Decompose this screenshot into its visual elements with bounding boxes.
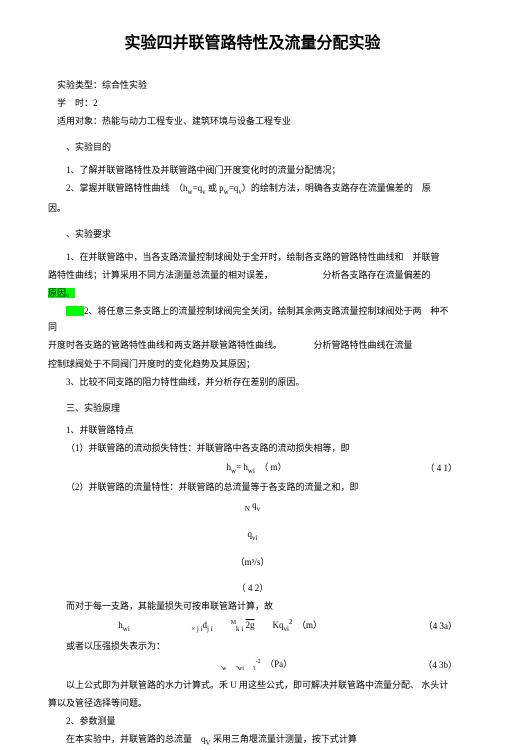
eq41-num: （ 4 1） [383, 460, 457, 476]
sub-n: N [245, 505, 250, 513]
meta-target-label: 适用对象： [57, 116, 102, 126]
s2-p2a-text: 2、将任意三条支路上的流量控制球阀完全关闭，绘制其余两支路流量控制球阀处于两 种… [48, 306, 449, 332]
s2-p1b: 路特性曲线；计算采用不同方法测量总流量的相对误差， 分析各支路存在流量偏差的 [48, 267, 457, 283]
eq-nqv: N qv [48, 497, 457, 515]
s1-p1: 1、了解并联管路特性及并联管路中阀门开度变化时的流量分配情况； [48, 162, 457, 178]
s2-p1a: 1、在并联管路中，当各支路流量控制球阀处于全开时，绘制各支路的管路特性曲线和 并… [48, 249, 457, 265]
eq43a-ki: k i [236, 625, 243, 633]
s1-p2f: 因。 [48, 200, 457, 216]
meta-target-value: 热能与动力工程专业、建筑环境与设备工程专业 [102, 116, 291, 126]
section-3-heading: 三、实验原理 [48, 400, 457, 416]
highlight-blank [66, 306, 84, 316]
s2-p3: 3、比较不同支路的阻力特性曲线，并分析存在差别的原因。 [48, 374, 457, 390]
s2-p1c: 原因。 [48, 285, 457, 301]
meta-type-label: 实验类型： [57, 80, 102, 90]
s1-p2b: =q [193, 183, 203, 193]
s3-h2: 2、参数测量 [48, 713, 457, 729]
s3-h1: 1、并联管路特点 [48, 422, 457, 438]
meta-type: 实验类型：综合性实验 [48, 77, 457, 93]
eq41-unit: （ m） [264, 462, 287, 472]
eq-4-3a: hwi × j idj i Mk i 2g Kqvi2 （m） （4 3a） [48, 616, 457, 635]
s2-p2b: 开度时各支路的管路特性曲线和两支路并联管路特性曲线。 分析管路特性曲线在流量 [48, 337, 457, 353]
eq43a-sup2: 2 [289, 618, 293, 626]
eq43b-unit: （Pa） [270, 659, 293, 669]
s3-p2: （2）并联管路的流量特性：并联管路的总流量等于各支路的流量之和，即 [48, 479, 457, 495]
eq-4-1: hw= hwi （ m） （ 4 1） [48, 459, 457, 477]
meta-hours-label: 学 时： [57, 98, 93, 108]
s3-p6-end: 采用三角堰流量计测量，按下式计算 [213, 734, 357, 744]
s3-p5b: 算以及管径选择等问题。 [48, 695, 457, 711]
s3-p6: 在本实验中，并联管路的总流量 qV 采用三角堰流量计测量，按下式计算 [48, 731, 457, 749]
meta-type-value: 综合性实验 [102, 80, 147, 90]
section-1-heading: 、实验目的 [48, 139, 457, 155]
s2-p2c: 控制球阀处于不同阀门开度时的变化趋势及其原因； [48, 356, 457, 372]
highlight-text: 原因。 [48, 288, 75, 298]
s3-p1: （1）并联管路的流动损失特性：并联管路中各支路的流动损失相等，即 [48, 440, 457, 456]
eq43a-xji: × j i [191, 625, 202, 633]
eq43b-sup: -2 [256, 659, 261, 665]
eq43a-unit: （m） [301, 620, 322, 630]
meta-target: 适用对象：热能与动力工程专业、建筑环境与设备工程专业 [48, 113, 457, 129]
s1-p2: 2、掌握并联管路特性曲线 （hw=qv 或 pw=qv）的绘制方法，明确各支路存… [48, 180, 457, 198]
s3-p4: 或者以压强损失表示为： [48, 638, 457, 654]
eq43a-kq: Kq [273, 620, 284, 630]
eq41-h2: = h [236, 462, 248, 472]
s3-p6-text: 在本实验中，并联管路的总流量 q [66, 734, 206, 744]
s1-p2a: 2、掌握并联管路特性曲线 （h [66, 183, 188, 193]
eq-qvi: qvi [48, 526, 457, 544]
eq43a-num: （4 3a） [383, 618, 457, 634]
eq43a-ji: j i [207, 625, 213, 633]
eq-4-3b: 'w "wi 'i-2 （Pa） （4 3b） [48, 656, 457, 675]
eq-m3s: （m³/s） [48, 554, 457, 570]
eq41-sub2: wi [248, 466, 255, 474]
eq-qv-sub: v [257, 505, 261, 513]
eq43b-num: （4 3b） [383, 657, 457, 673]
meta-hours-value: 2 [93, 98, 98, 108]
eq43a-wi: wi [123, 625, 130, 633]
s1-p2e: ）的绘制方法，明确各支路存在流量偏差的 原 [242, 183, 431, 193]
eq-4-2: （ 4 2） [48, 580, 457, 596]
s1-p2d: =q [229, 183, 239, 193]
section-2-heading: 、实验要求 [48, 226, 457, 242]
eq-qvi-sub: vi [252, 533, 257, 541]
s2-p2a: 2、将任意三条支路上的流量控制球阀完全关闭，绘制其余两支路流量控制球阀处于两 种… [48, 303, 457, 335]
page-title: 实验四并联管路特性及流量分配实验 [48, 30, 457, 59]
s1-p2c: 或 p [206, 183, 224, 193]
s3-p5a: 以上公式即为并联管路的水力计算式。禾 U 用这些公式，即可解决并联管路中流量分配… [48, 677, 457, 693]
eq43a-2g: 2g [245, 620, 254, 630]
s3-p6-sub: V [206, 739, 211, 747]
s3-p3: 而对于每一支路，其能量损失可按串联管路计算，故 [48, 598, 457, 614]
meta-hours: 学 时：2 [48, 95, 457, 111]
